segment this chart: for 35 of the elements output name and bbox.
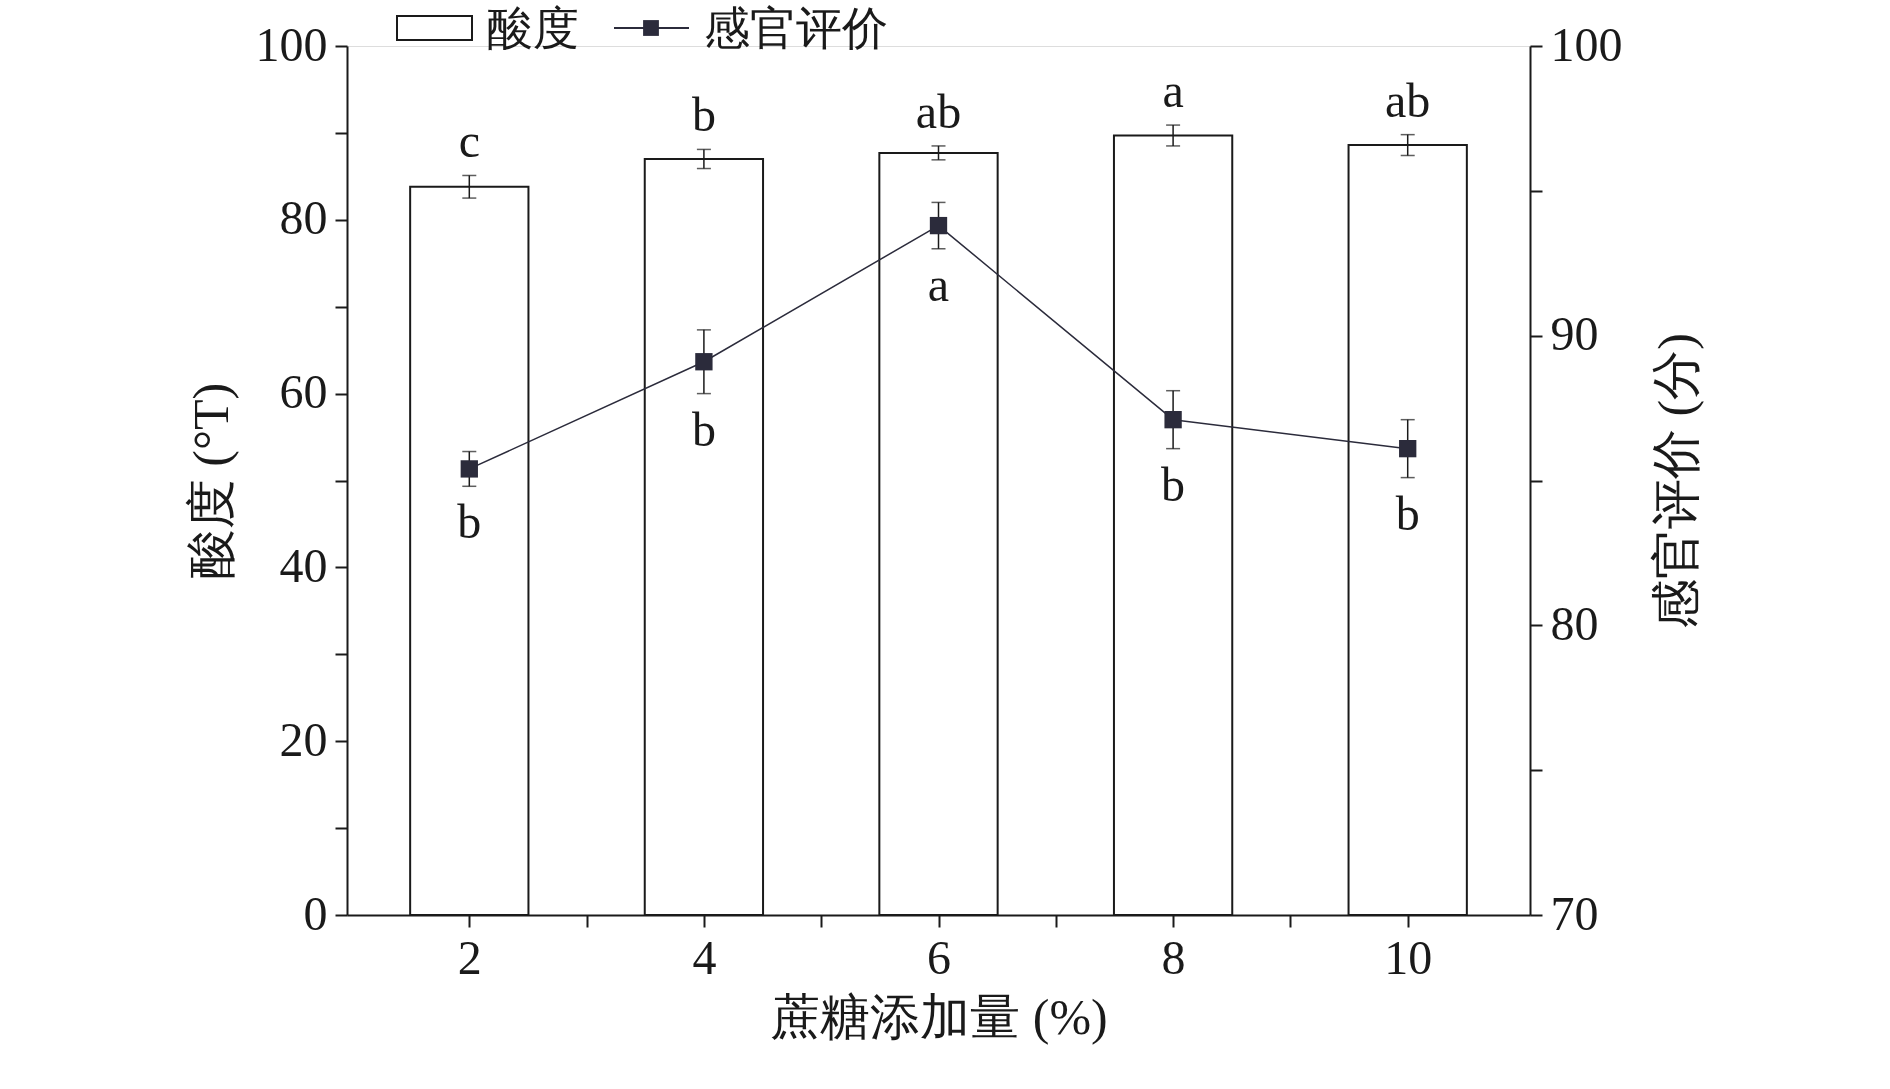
annotation: b [1161,457,1186,511]
legend-label: 感官评价 [704,3,888,54]
annotation: a [1162,64,1184,118]
y-tick-label: 80 [279,191,328,245]
x-tick-label: 8 [1161,930,1186,984]
annotation: ab [1385,73,1431,127]
annotation: ab [915,84,962,138]
annotation: a [927,257,950,311]
y-tick-label: 100 [255,17,328,71]
y2-tick-label: 80 [1550,596,1599,650]
x-tick-label: 2 [457,930,482,984]
point [929,216,948,235]
annotation: b [457,495,482,549]
x-tick-label: 10 [1384,930,1433,984]
x-tick-label: 6 [927,930,951,984]
y-axis-title: 酸度 (°T) [182,382,239,580]
annotation: b [691,402,716,456]
point [1164,411,1182,429]
y2-tick-label: 70 [1550,886,1599,940]
y-tick-label: 0 [303,886,328,940]
annotation: c [458,114,480,168]
x-tick-label: 4 [692,930,717,984]
y2-tick-label: 100 [1550,17,1623,71]
y-tick-label: 40 [279,538,328,592]
legend-label: 酸度 [487,3,579,54]
point [1399,439,1417,458]
annotation: b [691,88,716,142]
x-axis-title: 蔗糖添加量 (%) [770,988,1108,1045]
y-tick-label: 60 [279,365,328,419]
y2-tick-label: 90 [1550,307,1599,361]
y2-axis-title: 感官评价 (分) [1647,333,1704,629]
annotation: b [1395,486,1420,540]
y-tick-label: 20 [279,712,328,766]
point [460,460,478,478]
point [695,353,713,371]
